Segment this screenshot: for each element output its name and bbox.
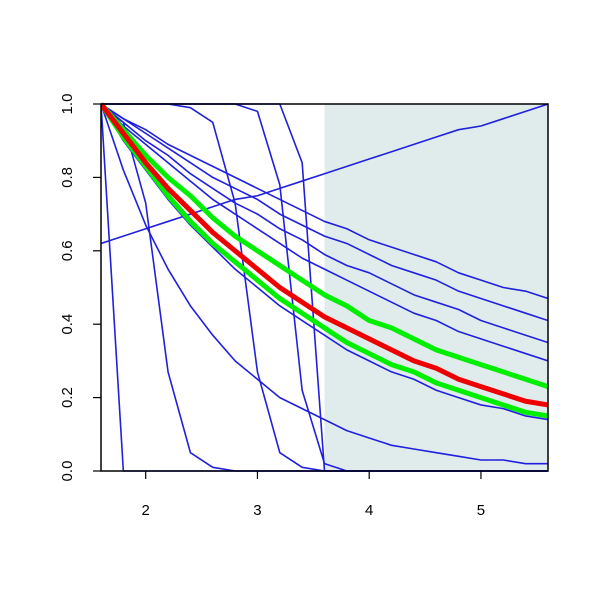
y-tick-label: 0.8 [59, 167, 76, 188]
x-tick-label: 2 [142, 502, 150, 519]
y-tick-label: 0.4 [59, 314, 76, 335]
y-tick-label: 0.0 [59, 461, 76, 482]
x-tick-label: 4 [365, 502, 373, 519]
series-line [101, 103, 548, 465]
y-tick-label: 1.0 [59, 94, 76, 115]
plot-frame [100, 103, 549, 472]
y-tick-label: 0.2 [59, 387, 76, 408]
highlight-line [101, 102, 548, 389]
highlight-line [101, 102, 548, 408]
series-line [101, 103, 548, 300]
series-line [101, 103, 548, 245]
x-tick-label: 3 [253, 502, 261, 519]
highlight-line [101, 102, 548, 419]
shaded-region [324, 104, 548, 471]
y-tick-label: 0.6 [59, 240, 76, 261]
series-line [101, 103, 548, 362]
x-tick-label: 5 [477, 502, 485, 519]
series-line [101, 103, 548, 322]
series-line [101, 103, 548, 344]
